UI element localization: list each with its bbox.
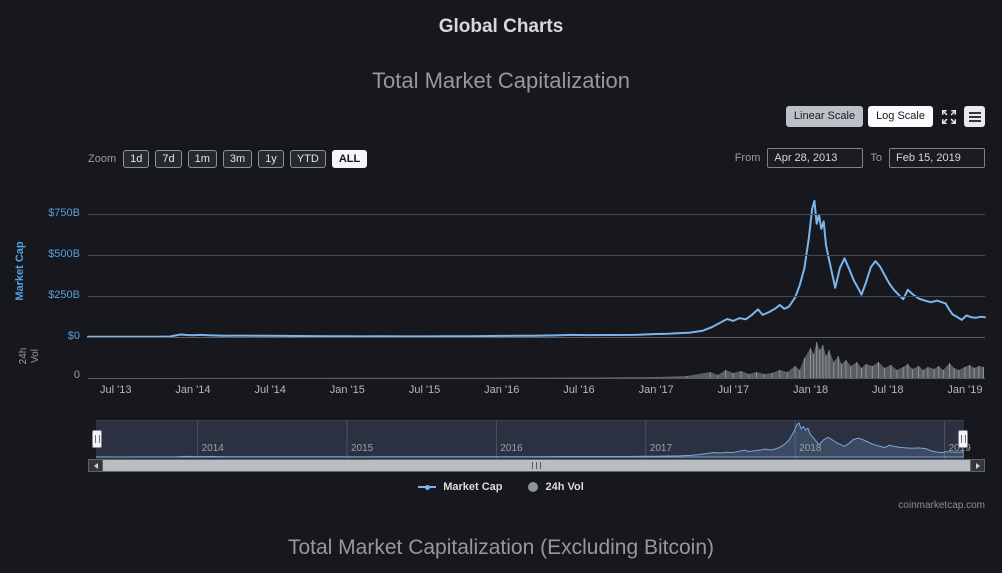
expand-icon — [941, 109, 956, 124]
y-axis-title: Market Cap — [14, 241, 26, 301]
volume-axis-tick-label: 0 — [73, 369, 80, 381]
line-marker-icon — [418, 484, 437, 490]
hamburger-icon — [968, 111, 981, 114]
next-chart-title: Total Market Capitalization (Excluding B… — [287, 536, 715, 559]
volume-area — [88, 342, 984, 378]
market-cap-line — [87, 199, 986, 338]
legend-item-24h-vol[interactable]: 24h Vol — [528, 481, 584, 493]
chart-context-menu-button[interactable] — [964, 106, 985, 127]
x-axis-label: Jul '14 — [254, 384, 286, 396]
watermark: coinmarketcap.com — [898, 500, 985, 511]
x-axis-label: Jan '19 — [947, 384, 983, 396]
navigator-year-label: 2019 — [948, 443, 971, 454]
from-date-input[interactable] — [767, 148, 864, 168]
fullscreen-button[interactable] — [938, 106, 959, 127]
x-axis-label: Jan '15 — [329, 384, 365, 396]
navigator-year-label: 2016 — [500, 443, 523, 454]
y-axis-tick-label: $0 — [67, 330, 80, 342]
y-axis-tick-label: $250B — [48, 289, 80, 301]
volume-bars — [501, 342, 984, 378]
scrollbar-grip-icon — [532, 462, 541, 469]
x-axis-label: Jan '17 — [638, 384, 674, 396]
scale-toolbar: Linear Scale Log Scale — [785, 106, 985, 127]
scrollbar-left-arrow[interactable] — [88, 459, 103, 472]
chart-scrollbar[interactable] — [88, 459, 985, 472]
navigator-left-handle[interactable] — [92, 430, 102, 448]
to-date-input[interactable] — [889, 148, 985, 168]
x-axis-line — [88, 378, 985, 379]
y-axis-tick-label: $500B — [48, 248, 80, 260]
zoom-button-1y[interactable]: 1y — [258, 150, 284, 168]
chart-navigator[interactable] — [96, 420, 964, 460]
zoom-button-1m[interactable]: 1m — [187, 150, 217, 168]
legend: Market Cap 24h Vol — [0, 481, 1002, 493]
circle-marker-icon — [528, 482, 539, 492]
from-label: From — [734, 152, 761, 164]
x-axis-label: Jul '13 — [100, 384, 132, 396]
x-axis-label: Jan '14 — [175, 384, 211, 396]
right-triangle-icon — [975, 462, 980, 469]
x-axis-label: Jul '18 — [872, 384, 904, 396]
linear-scale-button[interactable]: Linear Scale — [785, 106, 864, 127]
market-cap-plot-area[interactable] — [87, 196, 986, 338]
chart-main-title: Total Market Capitalization — [371, 68, 630, 93]
legend-label: Market Cap — [443, 481, 503, 493]
left-triangle-icon — [93, 462, 98, 469]
page-title: Global Charts — [438, 16, 564, 37]
navigator-year-label: 2015 — [350, 443, 374, 454]
navigator-year-label: 2018 — [799, 443, 822, 454]
zoom-button-1d[interactable]: 1d — [123, 150, 150, 168]
y-gridline — [88, 214, 985, 215]
y-gridline — [88, 337, 985, 338]
zoom-button-7d[interactable]: 7d — [155, 150, 182, 168]
x-axis-label: Jan '16 — [484, 384, 520, 396]
navigator-year-label: 2017 — [649, 443, 673, 454]
legend-label: 24h Vol — [545, 481, 584, 493]
scrollbar-thumb[interactable] — [103, 459, 970, 472]
to-label: To — [870, 152, 882, 164]
log-scale-button[interactable]: Log Scale — [868, 106, 933, 127]
scrollbar-right-arrow[interactable] — [970, 459, 985, 472]
date-range-controls: From To — [735, 148, 985, 168]
navigator-gridlines — [197, 421, 946, 459]
zoom-controls: Zoom 1d 7d 1m 3m 1y YTD ALL — [88, 150, 368, 168]
volume-plot-area[interactable] — [88, 338, 985, 378]
navigator-right-handle[interactable] — [958, 430, 968, 448]
x-axis-label: Jul '17 — [717, 384, 750, 396]
navigator-chart — [96, 421, 964, 459]
zoom-label: Zoom — [88, 153, 117, 165]
x-axis-label: Jul '16 — [563, 384, 595, 396]
navigator-year-label: 2014 — [201, 443, 224, 454]
y-axis-tick-label: $750B — [48, 207, 80, 219]
x-axis-label: Jan '18 — [792, 384, 829, 396]
navigator-series-area — [96, 422, 964, 458]
zoom-button-ytd[interactable]: YTD — [289, 150, 326, 168]
x-axis-label: Jul '15 — [408, 384, 441, 396]
legend-item-market-cap[interactable]: Market Cap — [418, 481, 502, 493]
y-gridline — [88, 255, 985, 256]
y-gridline — [88, 296, 985, 297]
zoom-button-all[interactable]: ALL — [331, 150, 368, 168]
zoom-button-3m[interactable]: 3m — [222, 150, 253, 168]
zoom-buttons: 1d 7d 1m 3m 1y YTD ALL — [123, 150, 368, 168]
